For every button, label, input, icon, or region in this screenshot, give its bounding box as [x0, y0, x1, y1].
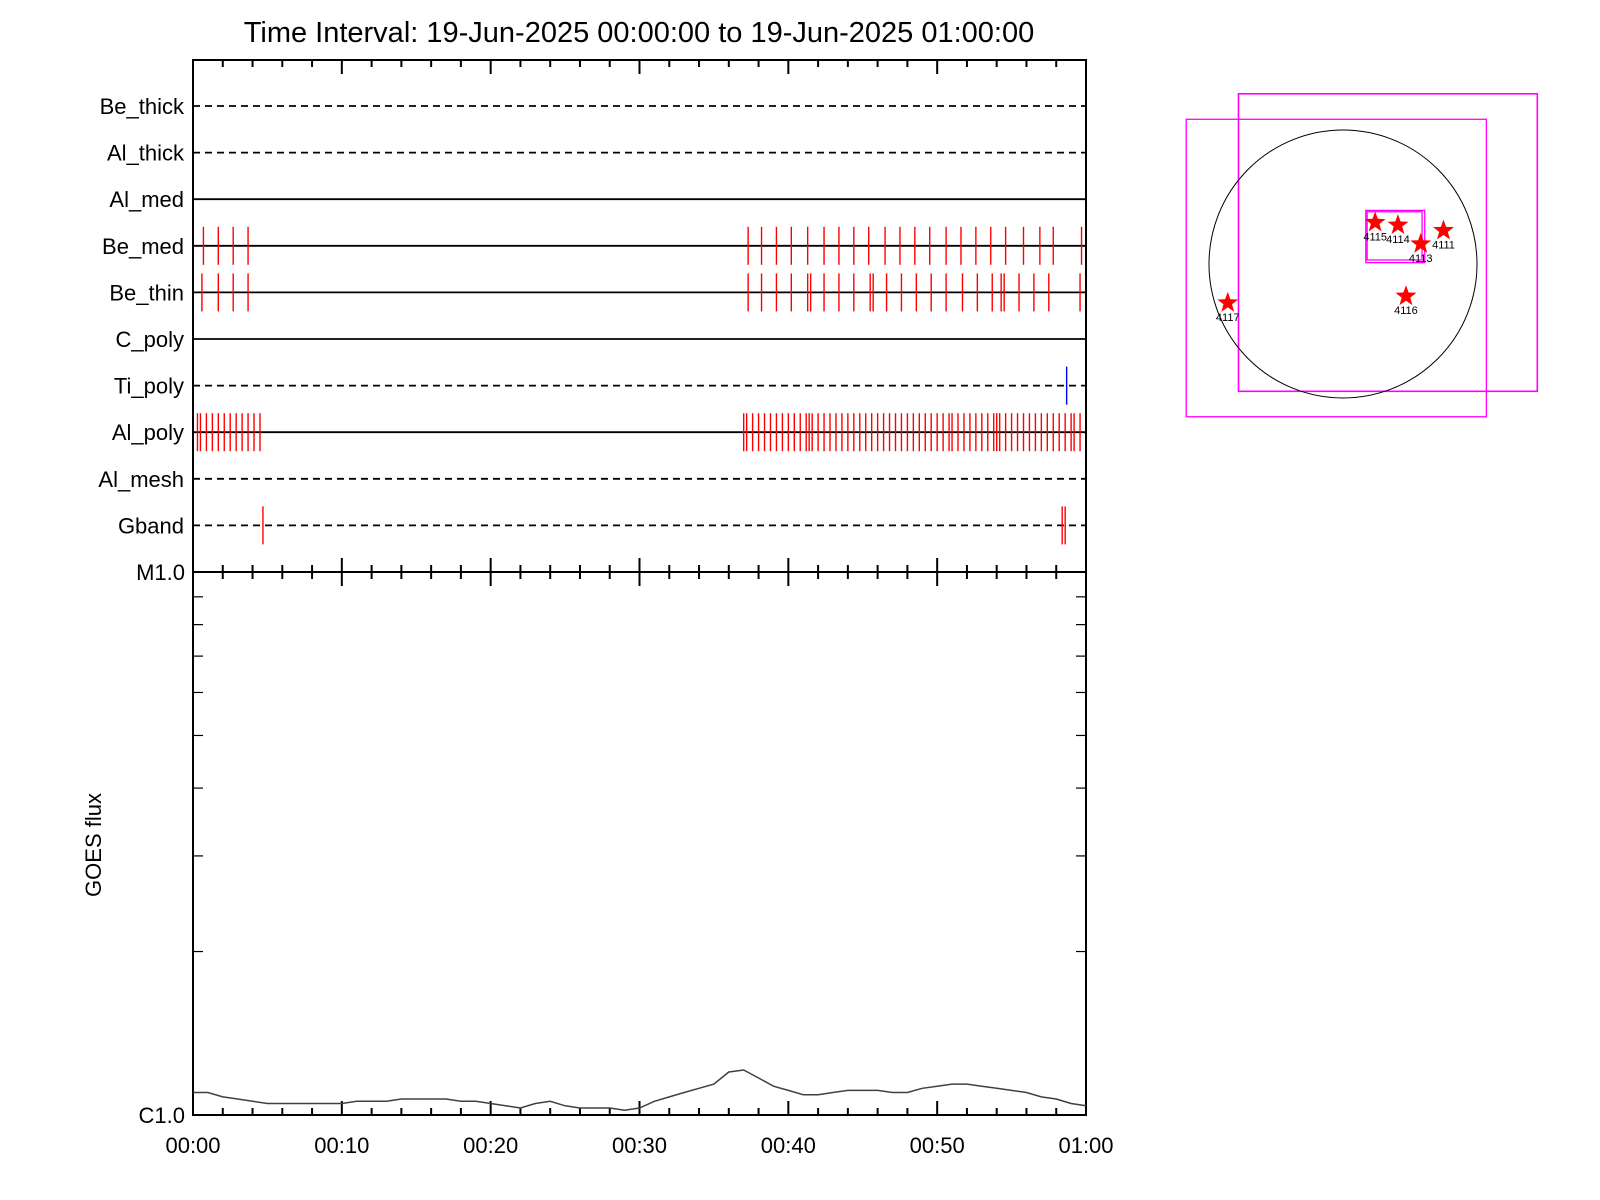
channel-label: Be_med [102, 234, 184, 259]
channel-row-al-med: Al_med [109, 187, 1086, 212]
time-tick-label: 00:20 [463, 1133, 518, 1158]
time-tick-label: 00:00 [165, 1133, 220, 1158]
solar-limb [1208, 129, 1478, 399]
star-icon [1410, 232, 1432, 253]
channel-label: Gband [118, 513, 184, 538]
y-tick-label: C1.0 [139, 1103, 185, 1128]
channel-label: C_poly [116, 327, 184, 352]
y-tick-label: M1.0 [136, 560, 185, 585]
goes-flux-y-label: GOES flux [81, 793, 106, 897]
channel-label: Al_med [109, 187, 184, 212]
fov-box [1366, 211, 1423, 261]
fov-box [1365, 209, 1426, 264]
channel-row-al-mesh: Al_mesh [98, 467, 1086, 492]
active-region-4116: 4116 [1394, 285, 1418, 317]
active-region-4111: 4111 [1432, 219, 1455, 252]
active-region-4113: 4113 [1409, 232, 1433, 265]
channel-row-al-thick: Al_thick [107, 141, 1086, 166]
channel-label: Be_thin [109, 280, 184, 305]
active-region-label: 4116 [1394, 305, 1418, 317]
channel-row-al-poly: Al_poly [112, 413, 1086, 452]
active-region-label: 4115 [1363, 231, 1387, 243]
active-region-4115: 4115 [1363, 211, 1387, 243]
active-region-label: 4114 [1386, 234, 1410, 246]
channel-row-be-thick: Be_thick [100, 94, 1086, 119]
field-of-view-boxes [1185, 93, 1539, 418]
channel-row-ti-poly: Ti_poly [114, 366, 1086, 405]
channel-label: Al_mesh [98, 467, 184, 492]
timeline-frame [192, 59, 1087, 573]
channel-row-be-thin: Be_thin [109, 273, 1086, 312]
time-tick-label: 00:50 [910, 1133, 965, 1158]
time-tick-label: 00:10 [314, 1133, 369, 1158]
channel-label: Al_thick [107, 141, 185, 166]
channel-label: Ti_poly [114, 374, 184, 399]
time-tick-label: 00:40 [761, 1133, 816, 1158]
star-icon [1217, 291, 1239, 312]
channel-row-gband: Gband [118, 506, 1086, 545]
star-icon [1364, 211, 1386, 232]
solar-disk [1208, 129, 1478, 399]
timeline-panel: Be_thick Al_thick Al_med Be_med Be_thin C_pol… [98, 59, 1087, 573]
channel-row-c-poly: C_poly [116, 327, 1086, 352]
timeline-ticks [192, 60, 1087, 572]
star-icon [1395, 285, 1417, 306]
active-region-4117: 4117 [1216, 291, 1240, 324]
channel-label: Be_thick [100, 94, 185, 119]
time-axis-labels: 00:00 00:10 00:20 00:30 00:40 00:50 01:00 [165, 1133, 1113, 1158]
goes-flux-frame [192, 571, 1087, 1116]
goes-flux-ticks: M1.0 C1.0 [136, 560, 1087, 1128]
active-region-4114: 4114 [1386, 214, 1410, 246]
chart-title: Time Interval: 19-Jun-2025 00:00:00 to 1… [244, 17, 1035, 49]
fov-box [1185, 118, 1488, 418]
star-icon [1387, 214, 1409, 234]
goes-flux-curve [193, 1069, 1087, 1112]
channel-row-be-med: Be_med [102, 226, 1086, 265]
active-region-label: 4111 [1432, 240, 1455, 252]
goes-flux-panel: M1.0C1.0 GOES flux 00:00 00:10 00:20 00:30 0… [81, 560, 1114, 1158]
time-tick-label: 01:00 [1058, 1133, 1113, 1158]
active-region-label: 4113 [1409, 253, 1433, 265]
active-region-label: 4117 [1216, 312, 1240, 324]
timeline-rows: Be_thick Al_thick Al_med Be_med Be_thin C_pol… [98, 94, 1086, 545]
star-icon [1433, 219, 1454, 240]
fov-box [1237, 93, 1539, 393]
goes-flux-line [193, 1069, 1087, 1112]
channel-label: Al_poly [112, 420, 184, 445]
time-tick-label: 00:30 [612, 1133, 667, 1158]
